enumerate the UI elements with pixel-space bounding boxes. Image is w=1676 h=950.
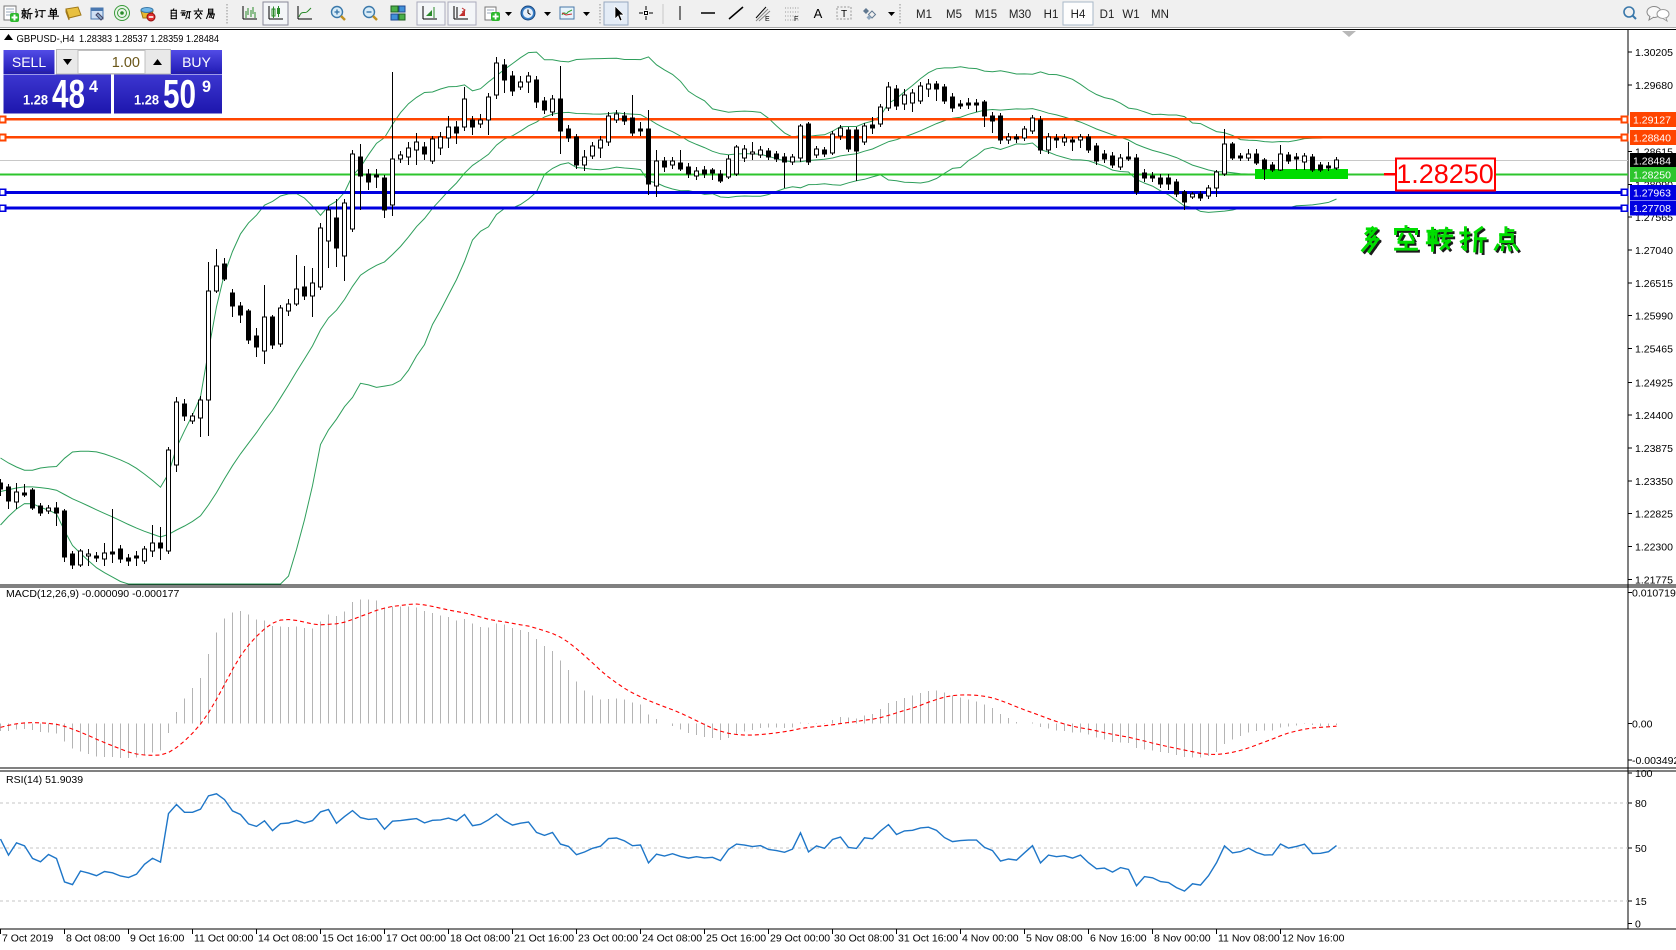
svg-text:4: 4	[89, 77, 99, 96]
svg-text:1.27708: 1.27708	[1633, 203, 1671, 215]
svg-text:50: 50	[1635, 843, 1647, 855]
svg-text:14 Oct 08:00: 14 Oct 08:00	[258, 933, 318, 945]
svg-text:1.24925: 1.24925	[1635, 377, 1673, 389]
svg-text:1.28840: 1.28840	[1633, 132, 1671, 144]
svg-text:1.28250: 1.28250	[1633, 169, 1671, 181]
svg-text:8 Nov 00:00: 8 Nov 00:00	[1154, 933, 1211, 945]
svg-text:-0.003492: -0.003492	[1632, 755, 1676, 767]
svg-text:BUY: BUY	[182, 54, 211, 70]
svg-text:21 Oct 16:00: 21 Oct 16:00	[514, 933, 574, 945]
svg-text:H1: H1	[1044, 9, 1059, 21]
svg-text:80: 80	[1635, 798, 1647, 810]
svg-text:30 Oct 08:00: 30 Oct 08:00	[834, 933, 894, 945]
svg-text:1.21775: 1.21775	[1635, 574, 1673, 586]
svg-text:F: F	[794, 16, 798, 23]
svg-text:100: 100	[1635, 768, 1653, 780]
svg-text:1.29127: 1.29127	[1633, 114, 1671, 126]
svg-text:1.27040: 1.27040	[1635, 245, 1673, 257]
svg-text:48: 48	[52, 73, 85, 117]
svg-text:1.25465: 1.25465	[1635, 344, 1673, 356]
svg-text:GBPUSD-,H4: GBPUSD-,H4	[17, 33, 75, 45]
svg-text:11 Nov 08:00: 11 Nov 08:00	[1218, 933, 1280, 945]
svg-text:1.24400: 1.24400	[1635, 410, 1673, 422]
svg-text:29 Oct 00:00: 29 Oct 00:00	[770, 933, 830, 945]
svg-text:M15: M15	[975, 9, 997, 21]
svg-text:7 Oct 2019: 7 Oct 2019	[2, 933, 54, 945]
svg-text:4 Nov 00:00: 4 Nov 00:00	[962, 933, 1019, 945]
svg-text:31 Oct 16:00: 31 Oct 16:00	[898, 933, 958, 945]
svg-text:0.00: 0.00	[1632, 718, 1653, 730]
svg-text:W1: W1	[1122, 9, 1139, 21]
svg-text:18 Oct 08:00: 18 Oct 08:00	[450, 933, 510, 945]
svg-text:M5: M5	[946, 9, 962, 21]
svg-text:12 Nov 16:00: 12 Nov 16:00	[1282, 933, 1345, 945]
svg-text:E: E	[765, 16, 770, 23]
svg-text:0: 0	[1635, 919, 1641, 931]
svg-text:5 Nov 08:00: 5 Nov 08:00	[1026, 933, 1083, 945]
svg-text:15: 15	[1635, 896, 1647, 908]
svg-text:1.28484: 1.28484	[1633, 156, 1671, 168]
svg-text:1.22825: 1.22825	[1635, 509, 1673, 521]
svg-text:1.28383 1.28537 1.28359 1.2848: 1.28383 1.28537 1.28359 1.28484	[79, 33, 219, 45]
svg-text:1.26515: 1.26515	[1635, 278, 1673, 290]
svg-text:1.28: 1.28	[23, 92, 48, 108]
svg-text:1.22300: 1.22300	[1635, 542, 1673, 554]
svg-text:MACD(12,26,9) -0.000090 -0.000: MACD(12,26,9) -0.000090 -0.000177	[6, 588, 180, 600]
svg-text:9 Oct 16:00: 9 Oct 16:00	[130, 933, 184, 945]
svg-text:RSI(14) 51.9039: RSI(14) 51.9039	[6, 774, 83, 786]
svg-text:1.28: 1.28	[134, 92, 159, 108]
svg-text:M30: M30	[1009, 9, 1031, 21]
svg-text:MN: MN	[1151, 9, 1169, 21]
svg-text:50: 50	[163, 73, 196, 117]
svg-text:1.29680: 1.29680	[1635, 80, 1673, 92]
svg-text:1.30205: 1.30205	[1635, 47, 1673, 59]
svg-text:0.010719: 0.010719	[1632, 588, 1676, 600]
svg-text:SELL: SELL	[12, 54, 46, 70]
svg-text:D1: D1	[1100, 9, 1115, 21]
svg-text:17 Oct 00:00: 17 Oct 00:00	[386, 933, 446, 945]
svg-text:T: T	[841, 9, 847, 20]
svg-text:8 Oct 08:00: 8 Oct 08:00	[66, 933, 120, 945]
svg-text:H4: H4	[1071, 9, 1086, 21]
svg-text:1.27963: 1.27963	[1633, 187, 1671, 199]
svg-text:1.00: 1.00	[112, 55, 140, 71]
svg-text:6 Nov 16:00: 6 Nov 16:00	[1090, 933, 1147, 945]
svg-text:15 Oct 16:00: 15 Oct 16:00	[322, 933, 382, 945]
svg-text:1.23350: 1.23350	[1635, 476, 1673, 488]
svg-text:1.28250: 1.28250	[1396, 159, 1494, 189]
svg-text:24 Oct 08:00: 24 Oct 08:00	[642, 933, 702, 945]
svg-text:M1: M1	[916, 9, 932, 21]
svg-text:1.23875: 1.23875	[1635, 443, 1673, 455]
svg-text:A: A	[814, 6, 823, 21]
svg-text:11 Oct 00:00: 11 Oct 00:00	[194, 933, 254, 945]
svg-text:1.25990: 1.25990	[1635, 311, 1673, 323]
svg-text:23 Oct 00:00: 23 Oct 00:00	[578, 933, 638, 945]
svg-text:9: 9	[202, 77, 211, 96]
svg-text:25 Oct 16:00: 25 Oct 16:00	[706, 933, 766, 945]
